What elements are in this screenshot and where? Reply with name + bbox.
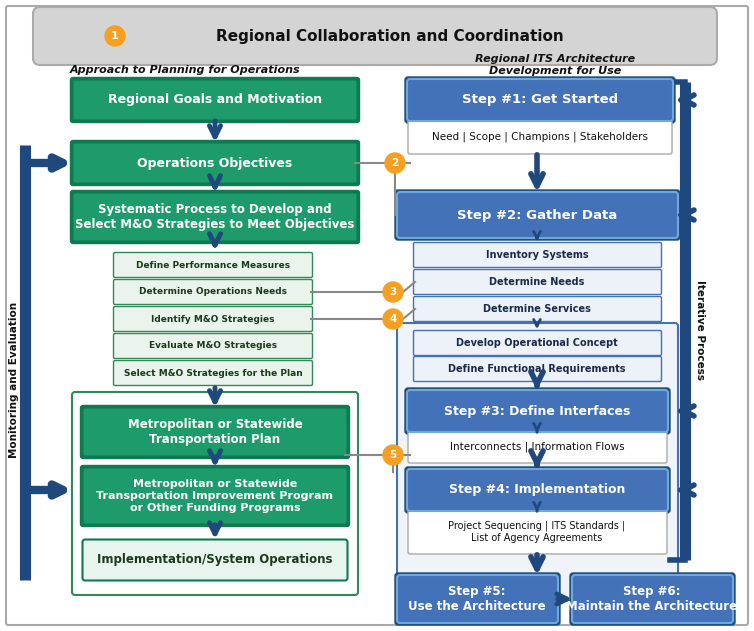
FancyBboxPatch shape — [405, 467, 670, 513]
FancyBboxPatch shape — [71, 141, 360, 186]
Text: Systematic Process to Develop and
Select M&O Strategies to Meet Objectives: Systematic Process to Develop and Select… — [75, 203, 354, 231]
Text: Select M&O Strategies for the Plan: Select M&O Strategies for the Plan — [124, 369, 302, 377]
Text: Evaluate M&O Strategies: Evaluate M&O Strategies — [149, 341, 277, 350]
FancyBboxPatch shape — [81, 406, 350, 459]
FancyBboxPatch shape — [72, 192, 357, 242]
Text: Metropolitan or Statewide
Transportation Improvement Program
or Other Funding Pr: Metropolitan or Statewide Transportation… — [97, 480, 333, 512]
Text: Iterative Process: Iterative Process — [695, 280, 705, 380]
Text: Monitoring and Evaluation: Monitoring and Evaluation — [9, 302, 19, 458]
Text: Step #4: Implementation: Step #4: Implementation — [449, 483, 625, 497]
Text: Step #2: Gather Data: Step #2: Gather Data — [457, 208, 617, 221]
Text: 2: 2 — [391, 158, 399, 168]
Text: Need | Scope | Champions | Stakeholders: Need | Scope | Champions | Stakeholders — [432, 132, 648, 142]
Text: Implementation/System Operations: Implementation/System Operations — [97, 553, 333, 567]
Text: 4: 4 — [389, 314, 397, 324]
FancyBboxPatch shape — [397, 323, 678, 601]
Circle shape — [383, 445, 403, 465]
Text: Determine Needs: Determine Needs — [489, 277, 584, 287]
FancyBboxPatch shape — [114, 252, 312, 278]
Circle shape — [383, 282, 403, 302]
Text: 5: 5 — [389, 450, 397, 460]
FancyBboxPatch shape — [82, 468, 348, 524]
FancyBboxPatch shape — [397, 192, 678, 238]
Text: Inventory Systems: Inventory Systems — [486, 250, 588, 260]
FancyBboxPatch shape — [407, 79, 673, 121]
FancyBboxPatch shape — [6, 6, 748, 625]
Circle shape — [383, 309, 403, 329]
FancyBboxPatch shape — [72, 143, 357, 184]
FancyBboxPatch shape — [395, 573, 560, 625]
FancyBboxPatch shape — [407, 469, 668, 511]
Text: Step #5:
Use the Architecture: Step #5: Use the Architecture — [408, 585, 546, 613]
FancyBboxPatch shape — [408, 431, 667, 463]
FancyBboxPatch shape — [405, 77, 675, 123]
Circle shape — [105, 26, 125, 46]
FancyBboxPatch shape — [71, 78, 360, 122]
FancyBboxPatch shape — [408, 120, 672, 154]
FancyBboxPatch shape — [413, 331, 661, 355]
Text: Determine Services: Determine Services — [483, 304, 591, 314]
FancyBboxPatch shape — [72, 80, 357, 121]
FancyBboxPatch shape — [397, 575, 558, 623]
FancyBboxPatch shape — [395, 190, 680, 240]
Text: 3: 3 — [389, 287, 397, 297]
Text: Regional ITS Architecture
Development for Use: Regional ITS Architecture Development fo… — [475, 54, 635, 76]
FancyBboxPatch shape — [407, 390, 668, 432]
Text: Metropolitan or Statewide
Transportation Plan: Metropolitan or Statewide Transportation… — [127, 418, 302, 446]
Text: Identify M&O Strategies: Identify M&O Strategies — [152, 314, 274, 324]
Text: Regional Goals and Motivation: Regional Goals and Motivation — [108, 93, 322, 107]
FancyBboxPatch shape — [33, 7, 717, 65]
Text: Define Functional Requirements: Define Functional Requirements — [448, 364, 626, 374]
FancyBboxPatch shape — [572, 575, 733, 623]
FancyBboxPatch shape — [114, 334, 312, 358]
FancyBboxPatch shape — [408, 510, 667, 554]
Text: Define Performance Measures: Define Performance Measures — [136, 261, 290, 269]
FancyBboxPatch shape — [71, 191, 360, 244]
FancyBboxPatch shape — [413, 297, 661, 322]
FancyBboxPatch shape — [81, 466, 350, 526]
FancyBboxPatch shape — [413, 357, 661, 382]
Text: Step #6:
Maintain the Architecture: Step #6: Maintain the Architecture — [566, 585, 737, 613]
FancyBboxPatch shape — [413, 242, 661, 268]
Text: Step #1: Get Started: Step #1: Get Started — [462, 93, 618, 107]
Text: Step #3: Define Interfaces: Step #3: Define Interfaces — [444, 404, 630, 418]
Text: Approach to Planning for Operations: Approach to Planning for Operations — [69, 65, 300, 75]
Text: Determine Operations Needs: Determine Operations Needs — [139, 288, 287, 297]
FancyBboxPatch shape — [114, 280, 312, 305]
Circle shape — [385, 153, 405, 173]
Text: 1: 1 — [111, 31, 119, 41]
FancyBboxPatch shape — [114, 307, 312, 331]
Text: Interconnects | Information Flows: Interconnects | Information Flows — [449, 442, 624, 452]
Text: Regional Collaboration and Coordination: Regional Collaboration and Coordination — [216, 28, 564, 44]
Text: Operations Objectives: Operations Objectives — [137, 156, 293, 170]
FancyBboxPatch shape — [82, 540, 348, 581]
Text: Develop Operational Concept: Develop Operational Concept — [456, 338, 618, 348]
FancyBboxPatch shape — [405, 388, 670, 434]
FancyBboxPatch shape — [570, 573, 735, 625]
FancyBboxPatch shape — [114, 360, 312, 386]
FancyBboxPatch shape — [82, 408, 348, 456]
FancyBboxPatch shape — [413, 269, 661, 295]
Text: Project Sequencing | ITS Standards |
List of Agency Agreements: Project Sequencing | ITS Standards | Lis… — [449, 521, 626, 543]
